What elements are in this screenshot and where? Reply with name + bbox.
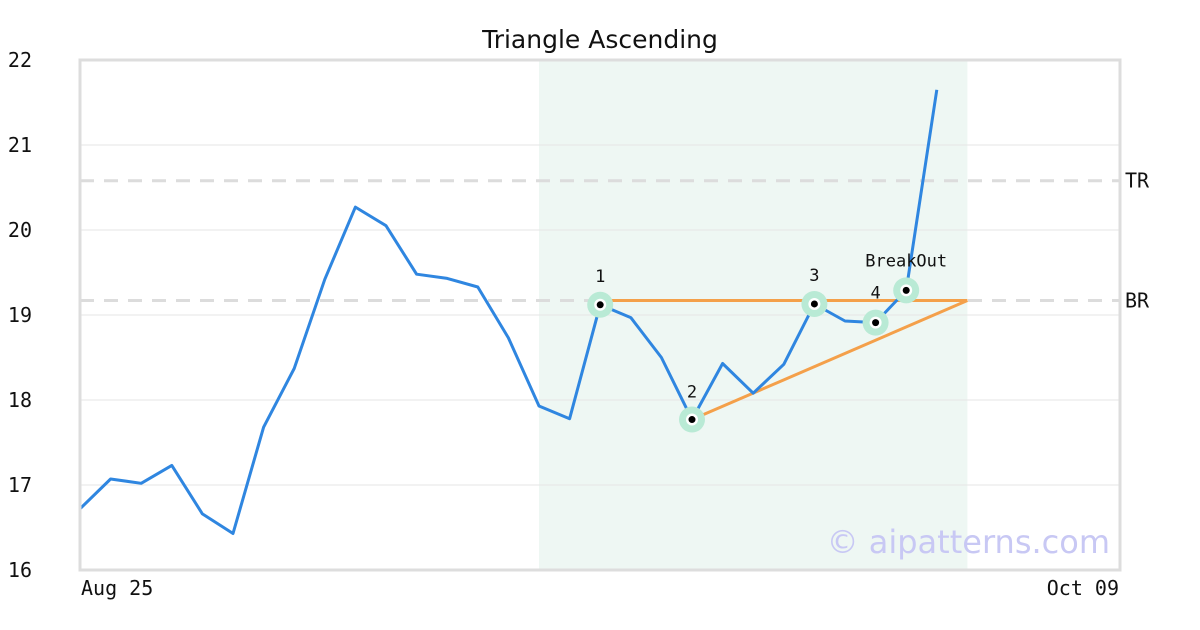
y-tick-label: 17	[8, 473, 32, 497]
plot-frame	[78, 58, 1122, 572]
y-tick-label: 21	[8, 133, 32, 157]
pattern-point-4	[872, 319, 880, 327]
watermark: © aipatterns.com	[827, 523, 1110, 561]
y-tick-label: 20	[8, 218, 32, 242]
pattern-point-label: 3	[809, 266, 819, 286]
pattern-point-label: BreakOut	[865, 251, 947, 271]
pattern-point-3	[810, 300, 818, 308]
y-tick-label: 19	[8, 303, 32, 327]
pattern-point-breakout	[902, 286, 910, 294]
x-tick-label: Aug 25	[81, 576, 153, 600]
pattern-point-label: 4	[870, 284, 880, 304]
y-tick-label: 16	[8, 558, 32, 582]
support-trend-line	[691, 299, 968, 421]
reference-label-tr: TR	[1125, 169, 1150, 193]
price-series-line	[78, 89, 939, 535]
pattern-point-1	[596, 301, 604, 309]
y-tick-label: 22	[8, 48, 32, 72]
pattern-point-2	[688, 416, 696, 424]
x-axis-ticks: Aug 25 Oct 09	[81, 576, 1119, 600]
pattern-points: 1 2 3 4 BreakOut	[587, 251, 947, 433]
pattern-point-label: 2	[687, 383, 697, 403]
pattern-point-label: 1	[595, 267, 605, 287]
y-tick-label: 18	[8, 388, 32, 412]
y-axis-ticks: 16 17 18 19 20 21 22	[8, 48, 32, 582]
chart-title: Triangle Ascending	[481, 25, 718, 54]
x-tick-label: Oct 09	[1047, 576, 1119, 600]
reference-label-br: BR	[1125, 289, 1150, 313]
